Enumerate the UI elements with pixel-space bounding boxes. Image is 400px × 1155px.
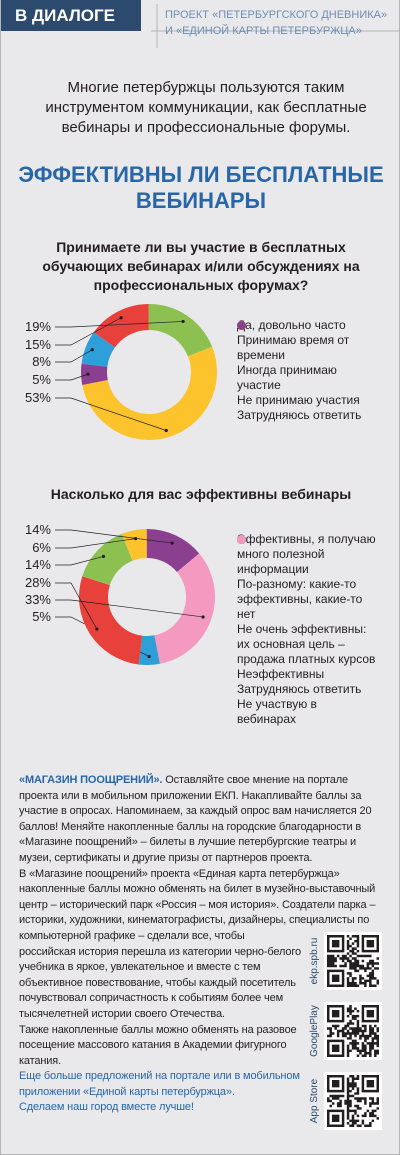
- slice: [81, 363, 108, 385]
- leader-line: [55, 349, 93, 363]
- project-line: ПРОЕКТ «ПЕТЕРБУРГСКОГО ДНЕВНИКА»: [165, 9, 388, 21]
- slice: [148, 304, 213, 357]
- value-label: 8%: [32, 354, 51, 369]
- slice: [93, 304, 149, 348]
- qr-label: App Store: [309, 1078, 320, 1123]
- legend-label: Да, довольно часто: [237, 318, 346, 332]
- legend-dot: [237, 321, 246, 330]
- slice: [146, 529, 200, 573]
- legend: Да, довольно часто Принимаю время от врем…: [237, 318, 377, 423]
- leader-line: [55, 321, 184, 328]
- value-label: 19%: [25, 319, 51, 334]
- legend-item: Неэффективны: [237, 535, 377, 682]
- value-label: 14%: [25, 557, 51, 572]
- leader-dot: [201, 615, 205, 619]
- leader-dot: [170, 541, 174, 545]
- leader-line: [55, 317, 122, 346]
- closing: Еще больше предложений на портале или в …: [19, 1070, 300, 1098]
- leader-line: [55, 373, 89, 381]
- headline: ЭФФЕКТИВНЫ ЛИ БЕСПЛАТНЫЕ ВЕБИНАРЫ: [1, 162, 399, 214]
- leader-dot: [95, 627, 99, 631]
- slice: [121, 529, 147, 561]
- slice: [79, 576, 143, 665]
- legend-item: Да, довольно часто: [237, 318, 377, 333]
- qr-code: [327, 935, 379, 987]
- leader-line: [55, 529, 173, 544]
- value-label: 6%: [32, 540, 51, 555]
- value-label: 28%: [25, 575, 51, 590]
- leader-dot: [181, 319, 185, 324]
- lead: «МАГАЗИН ПООЩРЕНИЙ».: [19, 774, 163, 786]
- legend-item: Иногда принимаю участие: [237, 321, 377, 393]
- value-label: 33%: [25, 592, 51, 607]
- value-label: 15%: [25, 337, 51, 352]
- leader-line: [55, 538, 136, 549]
- paragraph: «МАГАЗИН ПООЩРЕНИЙ». Оставляйте свое мне…: [19, 773, 385, 867]
- rubric: В ДИАЛОГЕ: [1, 0, 141, 31]
- legend: Эффективны, я получаю много полезной инф…: [237, 532, 377, 727]
- legend-item: По-разному: какие-то эффективны, какие-т…: [237, 535, 377, 622]
- closing: Сделаем наш город вместе лучше!: [19, 1101, 194, 1114]
- value-label: 5%: [32, 372, 51, 387]
- qr-code: [327, 1075, 379, 1127]
- legend-label: Неэффективны: [237, 667, 325, 681]
- qr-code: [327, 1005, 379, 1057]
- project-line: И «ЕДИНОЙ КАРТЫ ПЕТЕРБУРЖЦА»: [165, 25, 362, 37]
- legend-item: Эффективны, я получаю много полезной инф…: [237, 532, 377, 577]
- paragraph: Также накопленные баллы можно обменять н…: [19, 1023, 297, 1067]
- value-label: 5%: [32, 609, 51, 624]
- leader-dot: [164, 428, 168, 433]
- slice: [138, 635, 160, 666]
- value-label: 53%: [25, 390, 51, 405]
- intro: Многие петербуржцы пользуются таким инст…: [45, 79, 367, 136]
- footer-text: «МАГАЗИН ПООЩРЕНИЙ». Оставляйте свое мне…: [19, 773, 385, 1133]
- value-label: 14%: [25, 522, 51, 537]
- legend-item: Затрудняюсь ответить: [237, 321, 377, 423]
- chart-title: Принимаете ли вы участие в бесплатных об…: [42, 239, 360, 293]
- leader-dot: [90, 348, 94, 352]
- legend-label: Принимаю время от времени: [237, 333, 350, 362]
- legend-label: Затрудняюсь ответить: [237, 408, 362, 422]
- legend-label: Не участвую в вебинарах: [237, 697, 317, 726]
- leader-dot: [86, 372, 90, 376]
- qr-label: GooglePlay: [309, 1005, 320, 1057]
- headline-line: ВЕБИНАРЫ: [135, 188, 267, 213]
- slice: [81, 332, 115, 367]
- legend-label: Эффективны, я получаю много полезной инф…: [237, 532, 376, 576]
- slice: [154, 553, 216, 664]
- slice: [82, 346, 218, 440]
- legend-item: Не участвую в вебинарах: [237, 535, 377, 727]
- legend-label: По-разному: какие-то эффективны, какие-т…: [237, 577, 363, 621]
- legend-item: Не очень эффективны: их основная цель – …: [237, 535, 377, 667]
- leader-dot: [147, 654, 151, 659]
- legend-label: Затрудняюсь ответить: [237, 682, 362, 696]
- slice: [82, 533, 133, 586]
- paragraph: В «Магазине поощрений» проекта «Единая к…: [19, 867, 376, 1020]
- leader-dot: [101, 554, 106, 559]
- chart-title: Насколько для вас эффективны вебинары: [50, 486, 352, 502]
- legend-item: Затрудняюсь ответить: [237, 535, 377, 697]
- legend-item: Принимаю время от времени: [237, 321, 377, 363]
- legend-dot: [237, 535, 246, 544]
- leader-line: [55, 599, 204, 618]
- headline-line: ЭФФЕКТИВНЫ ЛИ БЕСПЛАТНЫЕ: [18, 162, 384, 187]
- leader-dot: [119, 316, 123, 320]
- leader-line: [55, 582, 98, 630]
- legend-label: Не очень эффективны: их основная цель – …: [237, 622, 376, 666]
- legend-item: Не принимаю участия: [237, 321, 377, 408]
- qr-label: ekp.spb.ru: [309, 938, 320, 985]
- leader-line: [55, 397, 167, 431]
- paragraph-text: Оставляйте свое мнение на портале проект…: [19, 774, 372, 864]
- legend-label: Иногда принимаю участие: [237, 363, 337, 392]
- leader-line: [55, 556, 104, 566]
- project-credit: ПРОЕКТ «ПЕТЕРБУРГСКОГО ДНЕВНИКА» И «ЕДИН…: [165, 7, 387, 39]
- legend-label: Не принимаю участия: [237, 393, 360, 407]
